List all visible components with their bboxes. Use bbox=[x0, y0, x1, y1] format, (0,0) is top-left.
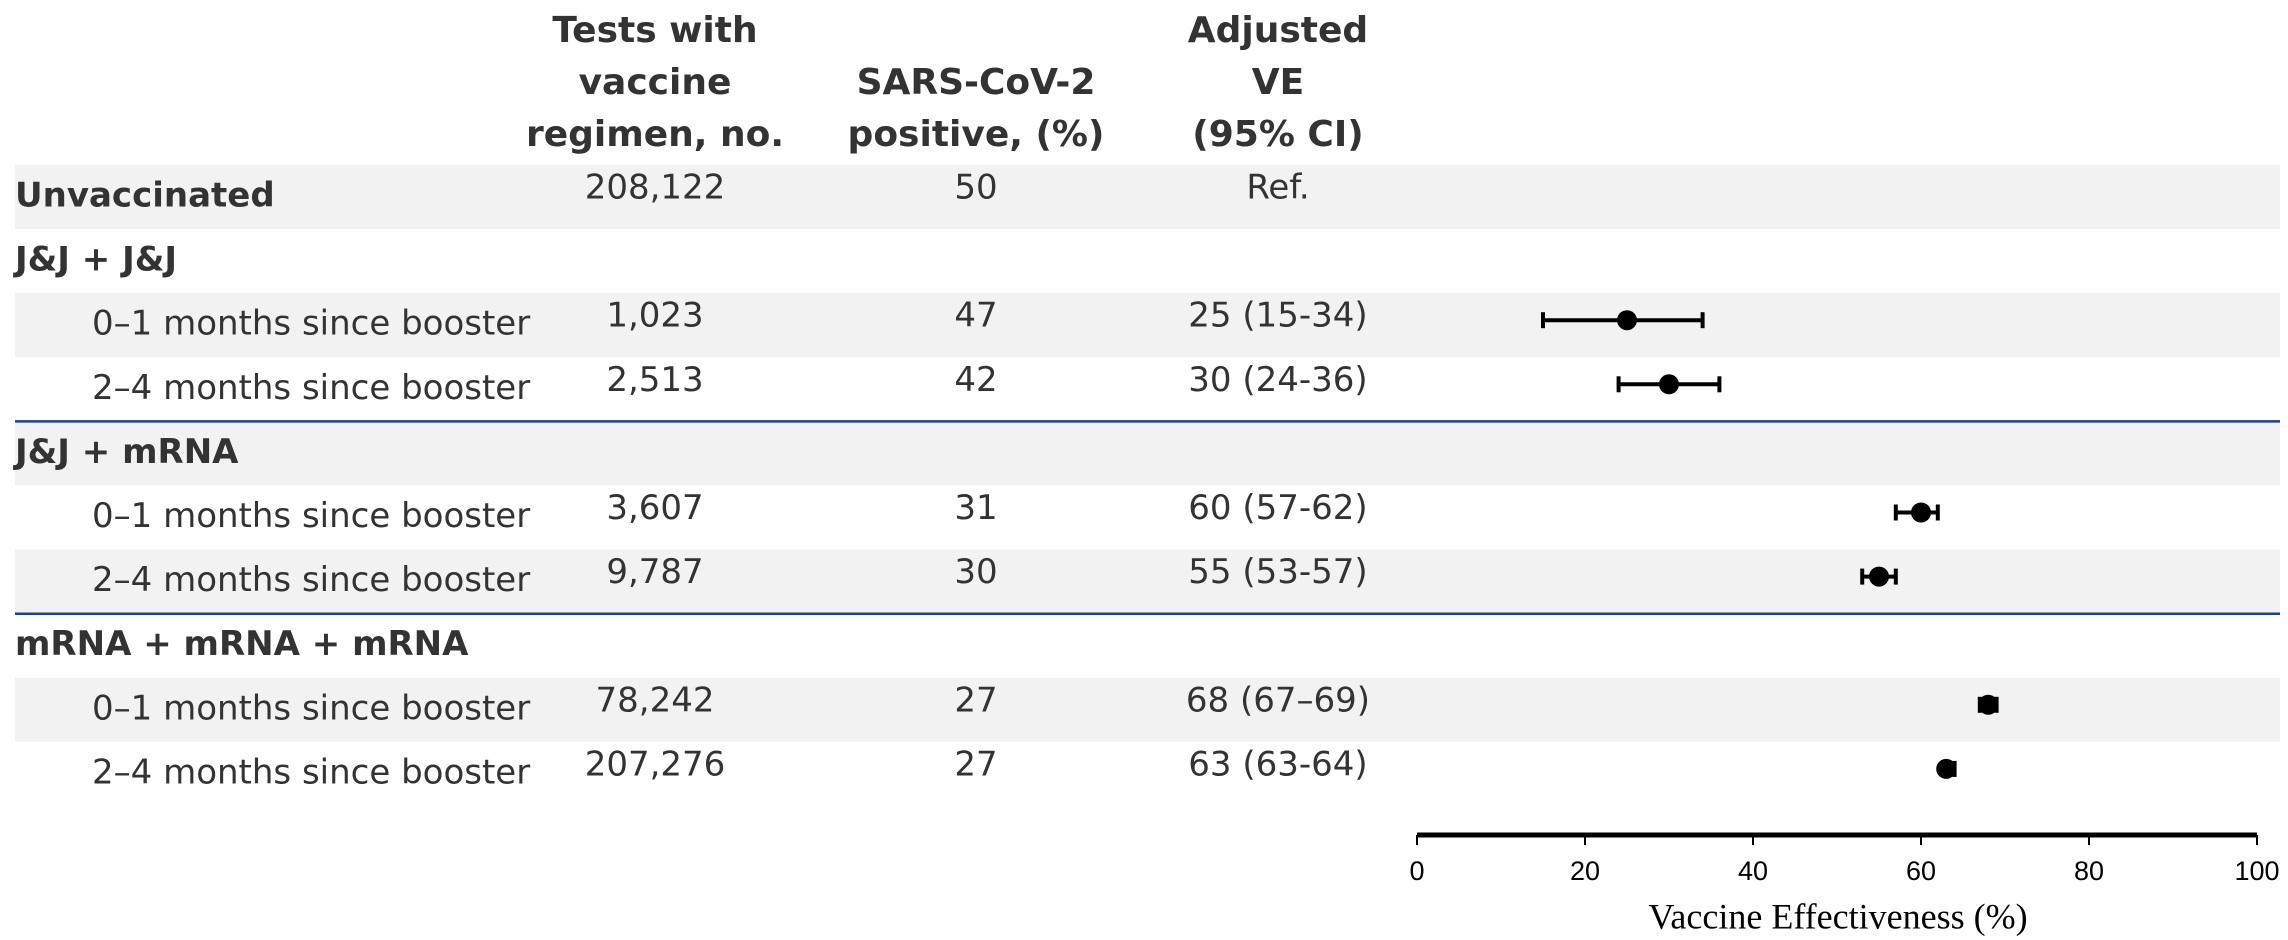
ve-cell: 63 (63-64) bbox=[1188, 744, 1367, 784]
positive-cell: 27 bbox=[954, 680, 997, 720]
ve-cell: 55 (53-57) bbox=[1188, 552, 1367, 592]
estimate-point bbox=[1978, 694, 1999, 715]
estimate-point bbox=[1617, 310, 1637, 331]
x-axis-label: Vaccine Effectiveness (%) bbox=[1648, 896, 2027, 936]
row-band bbox=[15, 293, 2280, 358]
positive-cell: 27 bbox=[954, 744, 997, 784]
row-label: mRNA + mRNA + mRNA bbox=[15, 624, 469, 664]
x-tick-label: 100 bbox=[2234, 856, 2279, 886]
row-label: J&J + J&J bbox=[13, 240, 177, 280]
estimate-point bbox=[1911, 502, 1931, 523]
tests-cell: 2,513 bbox=[606, 360, 703, 400]
x-tick-label: 80 bbox=[2074, 856, 2104, 886]
tests-cell: 207,276 bbox=[585, 744, 726, 784]
row-label: 0–1 months since booster bbox=[92, 688, 530, 728]
row-band bbox=[15, 677, 2280, 742]
tests-cell: 78,242 bbox=[596, 680, 715, 720]
content: Tests with vaccine regimen, no. SARS-CoV-2 p… bbox=[13, 10, 2280, 886]
estimate-point bbox=[1869, 566, 1889, 587]
x-tick-label: 40 bbox=[1738, 856, 1768, 886]
estimate-point bbox=[1659, 374, 1679, 395]
row-bands bbox=[15, 165, 2280, 742]
row-label: Unvaccinated bbox=[15, 176, 275, 216]
positive-cell: 30 bbox=[954, 552, 997, 592]
row-label: 2–4 months since booster bbox=[92, 752, 530, 792]
column-header: positive, (%) bbox=[848, 114, 1105, 155]
column-header: SARS-CoV-2 bbox=[857, 62, 1096, 103]
row-band bbox=[15, 421, 2280, 486]
column-header: (95% CI) bbox=[1192, 114, 1363, 155]
column-header: Adjusted bbox=[1188, 10, 1368, 51]
row-label: J&J + mRNA bbox=[13, 432, 239, 472]
tests-cell: 9,787 bbox=[606, 552, 703, 592]
tests-cell: 1,023 bbox=[606, 296, 703, 336]
tests-cell: 208,122 bbox=[585, 168, 726, 208]
positive-cell: 42 bbox=[954, 360, 997, 400]
row-label: 0–1 months since booster bbox=[92, 304, 530, 344]
ve-cell: 30 (24-36) bbox=[1188, 360, 1367, 400]
row-label: 2–4 months since booster bbox=[92, 368, 530, 408]
positive-cell: 31 bbox=[954, 488, 997, 528]
estimate-point bbox=[1936, 758, 1957, 779]
column-header: vaccine bbox=[579, 62, 732, 103]
row-band bbox=[15, 549, 2280, 614]
row-band bbox=[15, 165, 2280, 229]
ve-cell: 25 (15-34) bbox=[1188, 296, 1367, 336]
positive-cell: 47 bbox=[954, 296, 997, 336]
row-label: 0–1 months since booster bbox=[92, 496, 530, 536]
x-tick-label: 60 bbox=[1906, 856, 1936, 886]
ve-cell: 68 (67–69) bbox=[1186, 680, 1370, 720]
row-label: 2–4 months since booster bbox=[92, 560, 530, 600]
ve-cell: Ref. bbox=[1246, 168, 1309, 208]
column-header: Tests with bbox=[552, 10, 757, 51]
positive-cell: 50 bbox=[954, 168, 997, 208]
ve-cell: 60 (57-62) bbox=[1188, 488, 1367, 528]
tests-cell: 3,607 bbox=[606, 488, 703, 528]
x-tick-label: 20 bbox=[1570, 856, 1600, 886]
column-header: regimen, no. bbox=[526, 114, 784, 155]
column-header: VE bbox=[1252, 62, 1304, 103]
x-tick-label: 0 bbox=[1409, 856, 1424, 886]
